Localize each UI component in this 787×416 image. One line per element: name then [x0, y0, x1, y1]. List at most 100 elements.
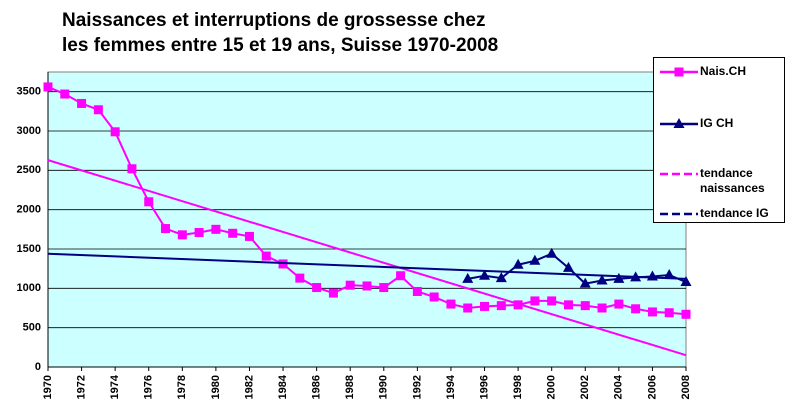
x-tick-label: 1994	[445, 374, 457, 399]
marker	[614, 299, 624, 309]
marker	[93, 105, 103, 115]
marker	[512, 258, 524, 269]
legend-label: tendance IG	[700, 206, 769, 220]
chart-title: Naissances et interruptions de grossesse…	[62, 8, 498, 58]
marker	[412, 286, 422, 296]
y-tick-label: 2500	[17, 164, 41, 176]
marker	[211, 224, 221, 234]
marker	[312, 283, 322, 293]
legend-swatch	[660, 212, 698, 216]
x-tick-label: 1982	[243, 375, 255, 399]
x-tick-label: 2004	[613, 374, 625, 399]
x-tick-label: 1990	[378, 375, 390, 399]
y-tick-label: 3000	[17, 125, 41, 137]
marker	[177, 230, 187, 240]
x-tick-label: 1998	[512, 375, 524, 399]
marker	[673, 118, 685, 128]
y-tick-label: 0	[35, 361, 41, 373]
legend-entry: Nais.CH	[658, 64, 780, 80]
marker	[127, 164, 137, 174]
x-tick-label: 1992	[411, 375, 423, 399]
y-tick-label: 2000	[17, 204, 41, 216]
marker	[77, 98, 87, 108]
legend-entry: tendance IG	[658, 206, 780, 222]
x-tick-label: 1974	[109, 374, 121, 399]
x-tick-label: 2002	[579, 375, 591, 399]
marker	[462, 272, 474, 283]
legend-entry: IG CH	[658, 116, 780, 132]
title-line: les femmes entre 15 et 19 ans, Suisse 19…	[62, 35, 499, 56]
x-tick-label: 1986	[311, 375, 323, 399]
marker	[446, 299, 456, 309]
marker	[144, 197, 154, 207]
marker	[546, 247, 558, 258]
marker	[562, 261, 574, 272]
marker	[362, 281, 372, 291]
x-tick-label: 1980	[210, 375, 222, 399]
series-line	[47, 159, 687, 357]
y-tick-label: 500	[23, 322, 41, 334]
marker	[228, 228, 238, 238]
marker	[261, 251, 271, 261]
y-tick-label: 1000	[17, 282, 41, 294]
marker	[580, 301, 590, 311]
legend-entry: tendance naissances	[658, 166, 780, 196]
marker	[396, 271, 406, 281]
legend: Nais.CH IG CH tendance naissances tendance …	[653, 57, 785, 223]
marker	[463, 303, 473, 313]
x-tick-label: 2008	[680, 375, 692, 399]
marker	[244, 231, 254, 241]
legend-swatch	[660, 67, 698, 77]
x-tick-label: 2000	[546, 375, 558, 399]
y-tick-label: 3500	[17, 86, 41, 98]
marker	[345, 280, 355, 290]
marker	[495, 272, 507, 283]
marker	[596, 274, 608, 285]
marker	[43, 82, 53, 92]
legend-swatch	[660, 172, 698, 176]
legend-label: IG CH	[700, 116, 734, 130]
marker	[194, 227, 204, 237]
x-tick-label: 1972	[75, 375, 87, 399]
marker	[295, 273, 305, 283]
plot-background	[47, 71, 687, 368]
legend-swatch	[660, 118, 698, 128]
legend-label: Nais.CH	[700, 64, 747, 78]
marker	[647, 307, 657, 317]
x-tick-label: 1976	[143, 375, 155, 399]
marker	[631, 304, 641, 314]
marker	[529, 254, 541, 265]
marker	[328, 288, 338, 298]
marker	[480, 301, 490, 311]
marker	[429, 292, 439, 302]
marker	[597, 303, 607, 313]
marker	[547, 296, 557, 306]
x-tick-label: 1984	[277, 374, 289, 399]
marker	[496, 301, 506, 311]
legend-label: tendance naissances	[700, 166, 765, 195]
marker	[674, 67, 684, 77]
marker	[680, 276, 692, 287]
marker	[379, 283, 389, 293]
x-tick-label: 1988	[344, 375, 356, 399]
marker	[664, 308, 674, 318]
marker	[479, 269, 491, 280]
marker	[161, 224, 171, 234]
marker	[60, 89, 70, 99]
marker	[681, 309, 691, 319]
y-tick-label: 1500	[17, 243, 41, 255]
marker	[110, 127, 120, 137]
series-line	[47, 252, 687, 280]
marker	[563, 300, 573, 310]
x-tick-label: 1978	[176, 375, 188, 399]
marker	[530, 296, 540, 306]
x-tick-label: 1970	[42, 375, 54, 399]
marker	[579, 277, 591, 288]
x-tick-label: 1996	[478, 375, 490, 399]
marker	[663, 268, 675, 279]
marker	[613, 272, 625, 283]
x-tick-label: 2006	[646, 375, 658, 399]
title-line: Naissances et interruptions de grossesse…	[62, 10, 486, 31]
